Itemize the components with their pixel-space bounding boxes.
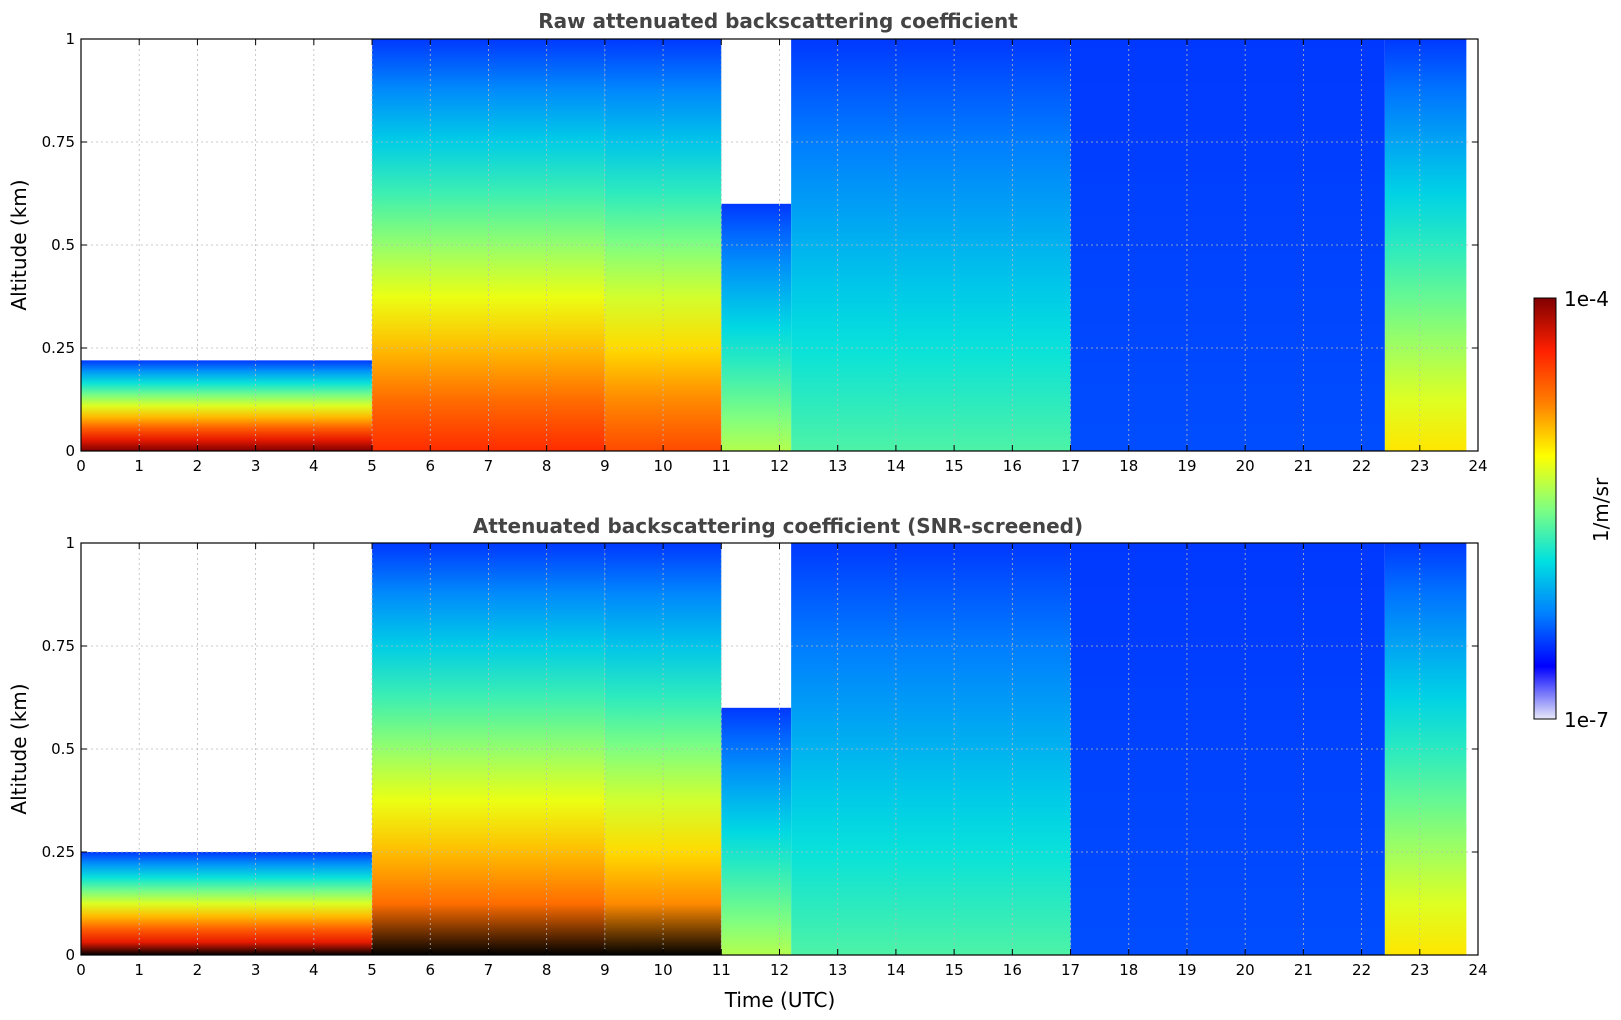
y-tick-label: 1 <box>65 534 75 552</box>
x-tick-label: 0 <box>76 457 86 475</box>
colorbar-bar <box>1533 297 1557 720</box>
x-tick-label: 5 <box>367 457 377 475</box>
heatmap-segment <box>81 360 373 451</box>
colorbar-min-label: 1e-7 <box>1564 708 1609 732</box>
x-tick-label: 23 <box>1410 961 1429 979</box>
x-tick-label: 4 <box>309 457 319 475</box>
x-tick-label: 14 <box>886 961 905 979</box>
x-tick-label: 14 <box>886 457 905 475</box>
raw-heatmap <box>81 39 1467 451</box>
x-tick-label: 2 <box>193 457 203 475</box>
screened-heatmap <box>81 543 1467 955</box>
x-tick-label: 24 <box>1468 457 1487 475</box>
x-tick-label: 22 <box>1352 961 1371 979</box>
y-tick-label: 0.75 <box>42 133 75 151</box>
x-tick-label: 11 <box>712 457 731 475</box>
screened-panel-title: Attenuated backscattering coefficient (S… <box>473 514 1083 538</box>
x-tick-label: 1 <box>134 457 144 475</box>
y-tick-label: 0.75 <box>42 637 75 655</box>
x-tick-label: 6 <box>425 457 435 475</box>
snr-screened-panel: Attenuated backscattering coefficient (S… <box>7 514 1488 1012</box>
colorbar: 1e-4 1e-7 1/m/sr <box>1533 287 1613 732</box>
x-tick-label: 7 <box>484 457 494 475</box>
x-tick-label: 24 <box>1468 961 1487 979</box>
heatmap-segment <box>721 707 792 955</box>
x-tick-label: 22 <box>1352 457 1371 475</box>
x-tick-label: 12 <box>770 961 789 979</box>
x-tick-label: 21 <box>1294 961 1313 979</box>
y-tick-label: 0 <box>65 946 75 964</box>
heatmap-segment <box>721 203 792 451</box>
x-tick-label: 8 <box>542 961 552 979</box>
x-tick-label: 3 <box>251 961 261 979</box>
heatmap-segment <box>791 543 1071 955</box>
colorbar-max-label: 1e-4 <box>1564 287 1609 311</box>
x-tick-label: 23 <box>1410 457 1429 475</box>
x-tick-label: 20 <box>1236 457 1255 475</box>
x-tick-label: 3 <box>251 457 261 475</box>
y-tick-label: 0.5 <box>51 236 75 254</box>
x-tick-label: 15 <box>945 457 964 475</box>
y-tick-label: 0.25 <box>42 843 75 861</box>
x-tick-label: 8 <box>542 457 552 475</box>
raw-y-axis-label: Altitude (km) <box>7 179 31 310</box>
x-tick-label: 16 <box>1003 457 1022 475</box>
x-tick-label: 1 <box>134 961 144 979</box>
x-tick-label: 19 <box>1177 457 1196 475</box>
x-tick-label: 9 <box>600 961 610 979</box>
y-tick-label: 0.5 <box>51 740 75 758</box>
x-tick-label: 16 <box>1003 961 1022 979</box>
x-tick-label: 15 <box>945 961 964 979</box>
raw-panel-title: Raw attenuated backscattering coefficien… <box>538 9 1018 33</box>
y-tick-label: 0.25 <box>42 339 75 357</box>
x-tick-label: 21 <box>1294 457 1313 475</box>
screened-grid <box>81 543 1478 955</box>
x-tick-label: 19 <box>1177 961 1196 979</box>
x-tick-label: 18 <box>1119 457 1138 475</box>
x-tick-label: 18 <box>1119 961 1138 979</box>
screened-y-axis-label: Altitude (km) <box>7 683 31 814</box>
y-tick-label: 0 <box>65 442 75 460</box>
x-tick-label: 5 <box>367 961 377 979</box>
raw-x-ticks: 0 1 2 3 4 5 6 7 8 9 10 11 12 13 14 15 16 17 18 19 20 21 22 23 24 <box>76 39 1488 475</box>
x-tick-label: 20 <box>1236 961 1255 979</box>
x-tick-label: 17 <box>1061 961 1080 979</box>
x-tick-label: 6 <box>425 961 435 979</box>
x-tick-label: 13 <box>828 961 847 979</box>
screened-y-ticks: 0 0.25 0.5 0.75 1 <box>42 534 1478 964</box>
y-tick-label: 1 <box>65 30 75 48</box>
raw-y-ticks: 0 0.25 0.5 0.75 1 <box>42 30 1478 460</box>
x-tick-label: 13 <box>828 457 847 475</box>
time-axis-label: Time (UTC) <box>724 988 836 1012</box>
x-tick-label: 10 <box>654 457 673 475</box>
x-tick-label: 10 <box>654 961 673 979</box>
screened-x-ticks: 0 1 2 3 4 5 6 7 8 9 10 11 12 13 14 15 16 17 18 19 20 21 22 23 24 <box>76 543 1488 979</box>
heatmap-segment <box>81 852 373 955</box>
x-tick-label: 17 <box>1061 457 1080 475</box>
x-tick-label: 9 <box>600 457 610 475</box>
x-tick-label: 12 <box>770 457 789 475</box>
x-tick-label: 2 <box>193 961 203 979</box>
x-tick-label: 7 <box>484 961 494 979</box>
x-tick-label: 4 <box>309 961 319 979</box>
raw-grid <box>81 39 1478 451</box>
raw-backscatter-panel: Raw attenuated backscattering coefficien… <box>7 9 1488 475</box>
x-tick-label: 11 <box>712 961 731 979</box>
heatmap-segment <box>791 39 1071 451</box>
x-tick-label: 0 <box>76 961 86 979</box>
colorbar-unit-label: 1/m/sr <box>1589 477 1613 542</box>
